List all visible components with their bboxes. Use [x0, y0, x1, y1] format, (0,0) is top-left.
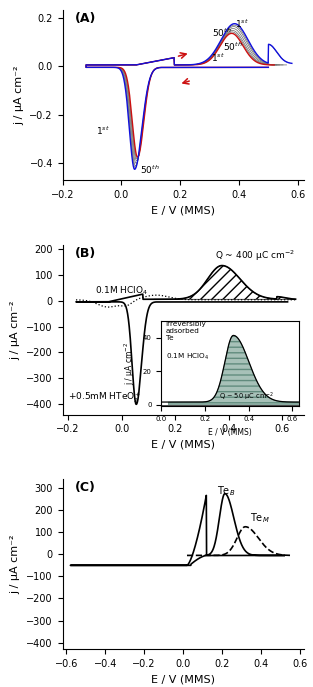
Text: Te$_M$: Te$_M$: [250, 512, 270, 526]
Y-axis label: j / μA cm⁻²: j / μA cm⁻²: [11, 534, 21, 594]
Text: (A): (A): [75, 12, 96, 25]
Text: Te$_B$: Te$_B$: [217, 484, 235, 498]
Y-axis label: j / μA cm⁻²: j / μA cm⁻²: [14, 65, 24, 125]
Text: 0.1M HClO$_4$: 0.1M HClO$_4$: [95, 284, 148, 297]
X-axis label: E / V (MMS): E / V (MMS): [151, 675, 215, 684]
Text: 50$^{th}$: 50$^{th}$: [223, 41, 242, 53]
Text: +0.5mM HTeO$_2^+$: +0.5mM HTeO$_2^+$: [68, 391, 141, 405]
Text: (C): (C): [75, 481, 95, 494]
X-axis label: E / V (MMS): E / V (MMS): [151, 205, 215, 216]
Text: 50$^{th}$: 50$^{th}$: [213, 27, 232, 39]
Text: 50$^{th}$: 50$^{th}$: [140, 164, 159, 176]
Text: 1$^{st}$: 1$^{st}$: [211, 52, 225, 65]
X-axis label: E / V (MMS): E / V (MMS): [151, 440, 215, 450]
Text: 1$^{st}$: 1$^{st}$: [234, 17, 248, 30]
Text: Q ~ 400 μC cm$^{-2}$: Q ~ 400 μC cm$^{-2}$: [215, 248, 295, 262]
Y-axis label: j / μA cm⁻²: j / μA cm⁻²: [11, 300, 21, 359]
Text: (B): (B): [75, 247, 96, 260]
Text: 1$^{st}$: 1$^{st}$: [96, 125, 110, 137]
